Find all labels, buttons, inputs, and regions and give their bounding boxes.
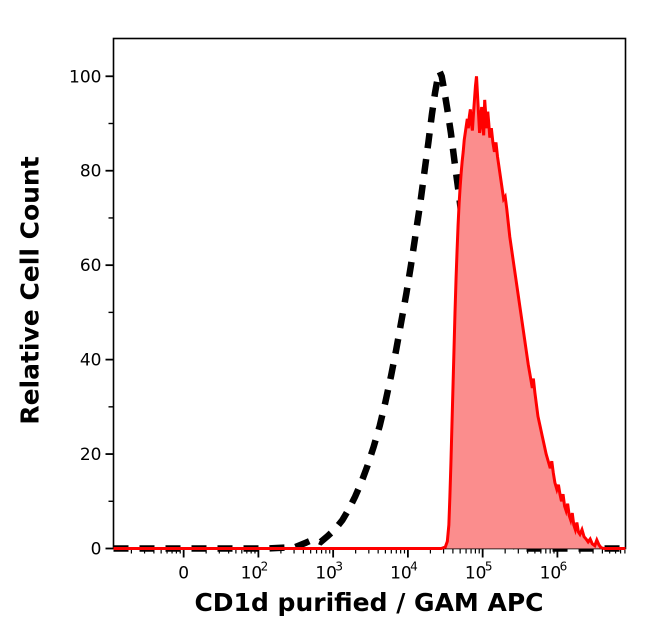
x-tick-exponent-2: 3 <box>335 560 343 574</box>
y-tick-label-100: 100 <box>69 67 101 87</box>
x-tick-label-1: 10 <box>241 564 263 584</box>
x-tick-label-0: 0 <box>178 564 189 584</box>
y-tick-label-60: 60 <box>80 256 102 276</box>
series-fill-cd1d-stained <box>113 76 626 549</box>
x-tick-exponent-3: 4 <box>410 560 418 574</box>
x-axis-ticks: 0 102 103 104 105 106 <box>130 548 626 584</box>
x-tick-exponent-1: 2 <box>261 560 269 574</box>
y-axis-ticks: 0 20 40 60 80 100 <box>69 67 114 560</box>
x-tick-label-2: 10 <box>315 564 337 584</box>
y-tick-label-80: 80 <box>80 162 102 182</box>
x-tick-label-3: 10 <box>390 564 412 584</box>
y-axis-label-container: Relative Cell Count <box>0 0 60 580</box>
y-tick-label-40: 40 <box>80 351 102 371</box>
x-tick-label-5: 10 <box>540 564 562 584</box>
series-line-cd1d-stained <box>113 76 626 550</box>
y-tick-label-20: 20 <box>80 445 102 465</box>
x-axis-label: CD1d purified / GAM APC <box>194 588 544 617</box>
y-tick-label-0: 0 <box>91 540 102 560</box>
y-axis-label: Relative Cell Count <box>15 155 45 425</box>
x-tick-exponent-5: 6 <box>560 560 568 574</box>
x-tick-exponent-4: 5 <box>485 560 493 574</box>
series-layer <box>113 61 626 552</box>
x-tick-label-4: 10 <box>465 564 487 584</box>
